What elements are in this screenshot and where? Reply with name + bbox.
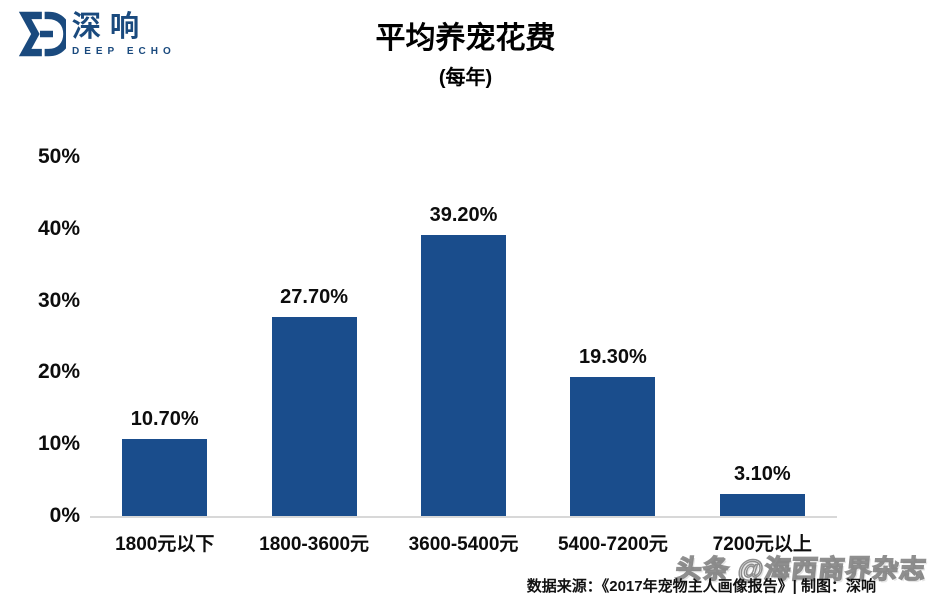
y-axis: 0% 10% 20% 30% 40% 50% (0, 145, 80, 527)
bar-value-label: 10.70% (130, 408, 199, 431)
bar-value-label: 3.10% (733, 462, 791, 485)
y-axis-label: 0% (49, 504, 80, 527)
bar (122, 439, 208, 516)
bar-value-label: 19.30% (578, 346, 647, 369)
brand-name-en: DEEP ECHO (72, 46, 176, 57)
bar (421, 234, 506, 516)
deep-echo-logo-icon (18, 11, 66, 57)
x-axis-label: 3600-5400元 (408, 534, 519, 555)
x-axis-label: 5400-7200元 (557, 534, 668, 555)
chart-subtitle: (每年) (438, 67, 493, 89)
x-axis-label: 7200元以上 (712, 534, 812, 555)
bar-value-label: 27.70% (280, 286, 349, 309)
brand-name-cn: 深响 (72, 11, 149, 43)
chart-title: 平均养宠花费 (375, 22, 556, 55)
bar (570, 377, 656, 516)
data-source: 数据来源：《2017年宠物主人画像报告》| 制图：深响 (526, 578, 876, 595)
logo-text: 深响 DEEP ECHO (72, 11, 176, 57)
x-axis-label: 1800元以下 (115, 534, 215, 555)
bar (719, 493, 805, 516)
plot-area: 10.70% 1800元以下 27.70% 1800-3600元 39.20% 3600-… (90, 157, 837, 555)
x-axis-label: 1800-3600元 (259, 534, 370, 555)
y-axis-label: 50% (37, 145, 80, 168)
bar (271, 317, 357, 516)
bar-value-label: 39.20% (429, 203, 498, 226)
y-axis-label: 40% (37, 216, 80, 240)
y-axis-label: 20% (37, 360, 80, 384)
y-axis-label: 30% (37, 288, 80, 312)
deep-echo-logo: 深响 DEEP ECHO (14, 8, 176, 60)
y-axis-label: 10% (37, 432, 80, 456)
